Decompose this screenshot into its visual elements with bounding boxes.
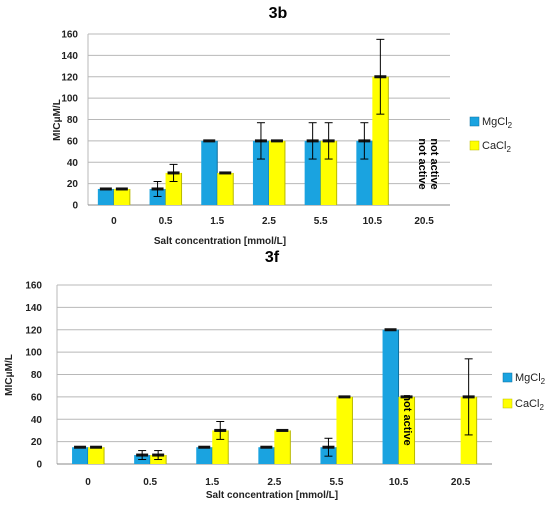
bar-cap: [74, 445, 87, 449]
bar-mgcl2-0: [72, 447, 89, 464]
chart-title: 3b: [269, 5, 288, 22]
x-tick-label: 0.5: [143, 477, 157, 488]
bar-mgcl2-0.5: [149, 188, 166, 205]
not-active-annotation: not active: [401, 394, 413, 445]
y-tick-label: 140: [25, 303, 42, 314]
chart-3b: 3b 0 20 40 60 80 100 120 140 160 0 0.5 1.5 2.5 5.5 10.5…: [52, 5, 513, 247]
bar-cap: [384, 328, 397, 332]
bar-cacl2-10.5: [398, 396, 415, 464]
y-tick-label: 40: [31, 415, 43, 426]
bar-cap: [260, 445, 273, 449]
bar-cap: [115, 187, 128, 191]
y-tick-label: 0: [72, 201, 78, 212]
x-tick-label: 5.5: [314, 216, 328, 227]
y-tick-label: 80: [31, 370, 43, 381]
legend-swatch: [469, 116, 480, 127]
x-tick-label: 1.5: [205, 477, 219, 488]
bar-cacl2-5.5: [320, 140, 337, 205]
bar-cacl2-2.5: [268, 140, 285, 205]
bar-cap: [270, 139, 283, 143]
bar-mgcl2-0: [97, 188, 114, 205]
bar-cap: [276, 428, 289, 432]
y-tick-label: 40: [67, 158, 79, 169]
x-tick-label: 2.5: [267, 477, 281, 488]
legend-swatch: [502, 398, 513, 409]
y-tick-label: 140: [61, 51, 78, 62]
y-tick-label: 160: [61, 30, 78, 41]
y-tick-label: 60: [67, 136, 79, 147]
y-tick-label: 100: [25, 348, 42, 359]
x-tick-label: 0: [111, 216, 117, 227]
bar-cap: [99, 187, 112, 191]
bar-mgcl2-10.5: [382, 329, 399, 464]
y-axis-label: MICμM/L: [4, 354, 15, 396]
x-tick-label: 10.5: [363, 216, 383, 227]
legend-swatch: [469, 140, 480, 151]
legend-label: MgCl2: [482, 116, 513, 130]
bar-cacl2-1.5: [212, 430, 229, 464]
bar-mgcl2-5.5: [304, 140, 321, 205]
y-tick-label: 160: [25, 281, 42, 292]
legend-label: CaCl2: [482, 140, 511, 154]
y-tick-label: 100: [61, 94, 78, 105]
y-tick-label: 20: [31, 437, 43, 448]
bar-cacl2-2.5: [274, 430, 291, 464]
x-tick-label: 2.5: [262, 216, 276, 227]
y-tick-label: 0: [36, 460, 42, 471]
bar-cacl2-5.5: [336, 396, 353, 464]
y-tick-label: 120: [25, 325, 42, 336]
not-active-annotation: not active: [416, 138, 428, 189]
bar-cap: [219, 171, 232, 175]
x-tick-label: 20.5: [414, 216, 434, 227]
not-active-annotation: not active: [428, 138, 440, 189]
y-tick-label: 60: [31, 392, 43, 403]
x-axis-label: Salt concentration [mmol/L]: [206, 490, 338, 501]
chart-title: 3f: [265, 249, 280, 266]
legend-label: CaCl2: [515, 398, 544, 412]
x-tick-label: 0: [85, 477, 91, 488]
chart-3f: 3f 0 20 40 60 80 100 120 140 160 0 0.5 1.5 2.5 5.5 10.5…: [4, 249, 546, 501]
bar-mgcl2-1.5: [201, 140, 218, 205]
bar-cap: [90, 445, 103, 449]
bar-mgcl2-2.5: [258, 447, 275, 464]
x-tick-label: 10.5: [389, 477, 409, 488]
y-tick-label: 120: [61, 72, 78, 83]
x-tick-label: 20.5: [451, 477, 471, 488]
legend-swatch: [502, 372, 513, 383]
bar-cap: [203, 139, 216, 143]
y-tick-label: 80: [67, 115, 79, 126]
bar-cacl2-0: [113, 188, 130, 205]
bar-mgcl2-2.5: [252, 140, 269, 205]
bar-cacl2-1.5: [217, 172, 234, 205]
bar-cacl2-0.5: [165, 172, 182, 205]
bar-cacl2-0: [88, 447, 105, 464]
x-tick-label: 0.5: [159, 216, 173, 227]
bar-mgcl2-10.5: [356, 140, 373, 205]
x-tick-label: 5.5: [329, 477, 343, 488]
x-tick-label: 1.5: [210, 216, 224, 227]
bar-cap: [198, 445, 211, 449]
bar-cap: [400, 395, 413, 399]
bar-cacl2-10.5: [372, 76, 389, 205]
bar-mgcl2-1.5: [196, 447, 213, 464]
legend-label: MgCl2: [515, 372, 546, 386]
y-tick-label: 20: [67, 179, 79, 190]
bar-cap: [338, 395, 351, 399]
y-axis-label: MICμM/L: [52, 99, 63, 141]
x-axis-label: Salt concentration [mmol/L]: [154, 236, 286, 247]
